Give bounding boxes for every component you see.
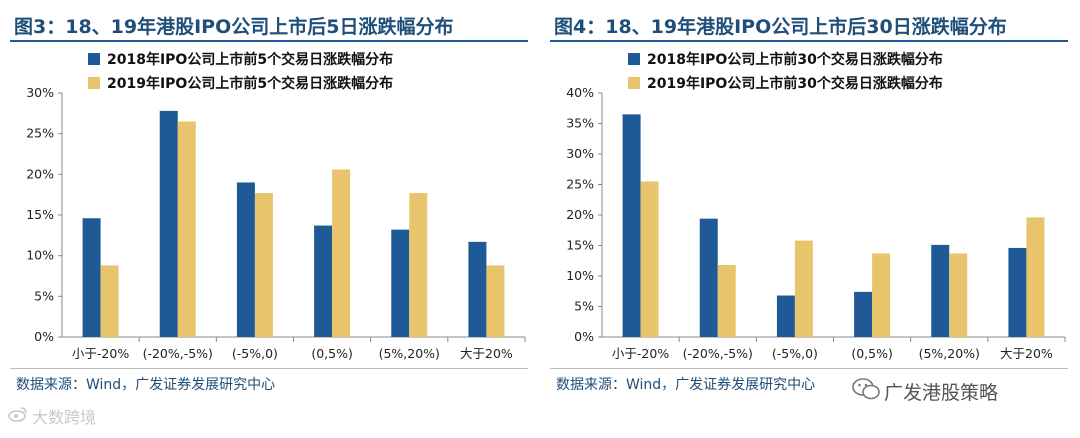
y-tick-label: 0% [574, 329, 594, 344]
legend-item-2019: 2019年IPO公司上市前30个交易日涨跌幅分布 [628, 71, 943, 95]
legend-label-2018: 2018年IPO公司上市前30个交易日涨跌幅分布 [647, 52, 943, 68]
chart-title-bar: 图3：18、19年港股IPO公司上市后5日涨跌幅分布 [10, 8, 528, 42]
legend-item-2018: 2018年IPO公司上市前30个交易日涨跌幅分布 [628, 47, 943, 71]
chart-title: 图4：18、19年港股IPO公司上市后30日涨跌幅分布 [554, 16, 1007, 38]
bar-2019-5 [486, 265, 505, 337]
x-category-label: (-5%,0) [232, 346, 278, 361]
x-category-label: 小于-20% [72, 346, 129, 361]
bar-2018-3 [854, 291, 873, 337]
watermark-left-text: 大数跨境 [32, 408, 97, 427]
bar-2018-0 [622, 114, 641, 337]
bar-2018-1 [159, 110, 178, 337]
bar-2019-5 [1026, 217, 1045, 337]
y-tick-label: 15% [566, 238, 594, 253]
y-tick-label: 10% [566, 268, 594, 283]
legend-label-2018: 2018年IPO公司上市前5个交易日涨跌幅分布 [107, 52, 394, 68]
wechat-icon [852, 378, 880, 405]
y-tick-label: 20% [566, 207, 594, 222]
bar-2018-5 [1008, 247, 1027, 337]
bar-2019-3 [872, 253, 891, 337]
chart-title: 图3：18、19年港股IPO公司上市后5日涨跌幅分布 [14, 16, 454, 38]
legend-item-2019: 2019年IPO公司上市前5个交易日涨跌幅分布 [88, 71, 393, 95]
watermark-left: 大数跨境 [8, 404, 96, 428]
bar-2019-0 [640, 181, 659, 337]
bar-2018-0 [82, 218, 101, 337]
y-tick-label: 25% [566, 177, 594, 192]
bar-2018-3 [314, 225, 333, 337]
legend-swatch-2019 [88, 77, 100, 89]
bar-2019-3 [332, 169, 351, 337]
chart-panel-figure-3: 图3：18、19年港股IPO公司上市后5日涨跌幅分布 2018年IPO公司上市前… [10, 8, 528, 399]
source-note-bar: 数据来源：Wind，广发证券发展研究中心 [10, 368, 528, 399]
legend-swatch-2019 [628, 77, 640, 89]
y-tick-label: 5% [574, 299, 594, 314]
watermark-right-text: 广发港股策略 [884, 382, 999, 404]
source-note-bar: 数据来源：Wind，广发证券发展研究中心 [550, 368, 1068, 399]
bar-chart-figure-3: 0% 5% 10% 15% 20% 25% 30% 小于-20% (-20%,-5%) (-5%,… [26, 85, 526, 361]
chart-legend: 2018年IPO公司上市前30个交易日涨跌幅分布 2019年IPO公司上市前30… [628, 47, 943, 95]
bar-2018-2 [236, 182, 255, 337]
x-category-label: (-20%,-5%) [143, 346, 213, 361]
x-category-label: (0,5%) [851, 346, 893, 361]
source-note: 数据来源：Wind，广发证券发展研究中心 [16, 377, 276, 393]
legend-swatch-2018 [628, 53, 640, 65]
y-tick-label: 15% [26, 207, 54, 222]
bar-2019-1 [717, 265, 736, 337]
bar-2018-1 [699, 218, 718, 337]
x-category-label: (5%,20%) [919, 346, 980, 361]
y-tick-label: 30% [26, 85, 54, 100]
bar-2019-4 [409, 193, 428, 337]
x-category-label: 大于20% [460, 346, 513, 361]
y-tick-label: 25% [26, 126, 54, 141]
y-tick-label: 0% [34, 329, 54, 344]
x-category-label: (0,5%) [311, 346, 353, 361]
x-category-label: 大于20% [1000, 346, 1053, 361]
source-note: 数据来源：Wind，广发证券发展研究中心 [556, 377, 816, 393]
weibo-icon [8, 406, 28, 426]
x-category-label: (-20%,-5%) [683, 346, 753, 361]
bar-2019-0 [100, 265, 119, 337]
watermark-right: 广发港股策略 [848, 378, 999, 405]
chart-panel-figure-4: 图4：18、19年港股IPO公司上市后30日涨跌幅分布 2018年IPO公司上市… [540, 0, 1080, 438]
bar-2018-2 [776, 295, 795, 337]
legend-swatch-2018 [88, 53, 100, 65]
chart-legend: 2018年IPO公司上市前5个交易日涨跌幅分布 2019年IPO公司上市前5个交… [88, 47, 393, 95]
y-tick-label: 5% [34, 288, 54, 303]
bar-2019-1 [177, 121, 196, 337]
y-tick-label: 40% [566, 85, 594, 100]
y-tick-label: 30% [566, 146, 594, 161]
bar-2018-4 [931, 244, 950, 337]
bar-2019-2 [794, 240, 813, 337]
y-tick-label: 35% [566, 116, 594, 131]
bar-chart-figure-4: 0% 5% 10% 15% 20% 25% 30% 35% 40% 小于-20% (-20%,-5%… [566, 85, 1066, 361]
y-tick-label: 10% [26, 248, 54, 263]
chart-title-bar: 图4：18、19年港股IPO公司上市后30日涨跌幅分布 [550, 8, 1068, 42]
x-category-label: (5%,20%) [379, 346, 440, 361]
bar-2019-2 [254, 193, 273, 337]
x-category-label: (-5%,0) [772, 346, 818, 361]
bar-2018-5 [468, 241, 487, 337]
legend-label-2019: 2019年IPO公司上市前5个交易日涨跌幅分布 [107, 76, 394, 92]
y-tick-label: 20% [26, 166, 54, 181]
x-category-label: 小于-20% [612, 346, 669, 361]
legend-item-2018: 2018年IPO公司上市前5个交易日涨跌幅分布 [88, 47, 393, 71]
bar-2019-4 [949, 253, 968, 337]
bar-2018-4 [391, 229, 410, 337]
legend-label-2019: 2019年IPO公司上市前30个交易日涨跌幅分布 [647, 76, 943, 92]
